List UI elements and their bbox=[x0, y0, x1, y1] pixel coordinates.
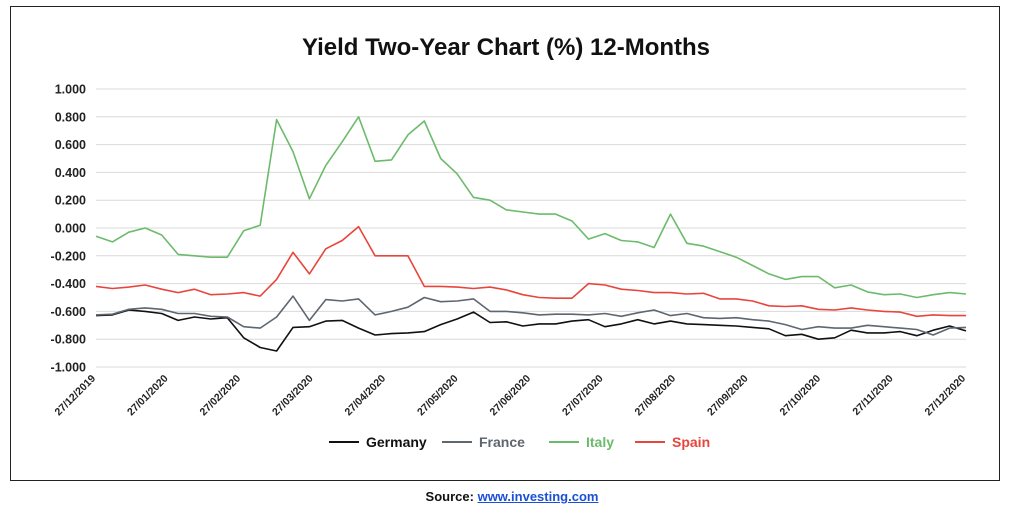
x-tick-label: 27/10/2020 bbox=[777, 373, 823, 419]
y-tick-label: 1.000 bbox=[55, 83, 86, 97]
series-line-spain bbox=[95, 225, 966, 318]
y-tick-label: -0.800 bbox=[51, 333, 86, 347]
source-link[interactable]: www.investing.com bbox=[477, 489, 599, 504]
source-line: Source: www.investing.com bbox=[0, 489, 1024, 504]
x-tick-label: 27/08/2020 bbox=[632, 373, 678, 419]
y-tick-label: 0.800 bbox=[55, 110, 86, 124]
y-tick-label: -0.400 bbox=[51, 277, 86, 291]
x-tick-label: 27/05/2020 bbox=[415, 373, 461, 419]
x-tick-label: 27/01/2020 bbox=[125, 373, 171, 419]
x-tick-label: 27/12/2019 bbox=[52, 373, 98, 419]
y-tick-label: -0.200 bbox=[51, 249, 86, 263]
legend: Germany France Italy Spain bbox=[329, 434, 710, 450]
x-tick-label: 27/03/2020 bbox=[270, 373, 316, 419]
legend-label-france: France bbox=[479, 434, 525, 450]
y-tick-label: 0.200 bbox=[55, 194, 86, 208]
y-tick-label: 0.400 bbox=[55, 166, 86, 180]
y-tick-label: -1.000 bbox=[51, 361, 86, 375]
chart-title: Yield Two-Year Chart (%) 12-Months bbox=[302, 34, 710, 61]
series-line-italy bbox=[95, 116, 967, 299]
y-tick-label: 0.000 bbox=[55, 222, 86, 236]
legend-label-italy: Italy bbox=[586, 434, 614, 450]
x-tick-label: 27/07/2020 bbox=[560, 373, 606, 419]
source-label: Source: bbox=[425, 489, 474, 504]
x-tick-label: 27/06/2020 bbox=[487, 373, 533, 419]
x-tick-label: 27/11/2020 bbox=[850, 373, 895, 418]
x-tick-label: 27/04/2020 bbox=[342, 373, 388, 419]
y-tick-label: 0.600 bbox=[55, 138, 86, 152]
x-tick-label: 27/02/2020 bbox=[197, 373, 243, 419]
series-line-germany bbox=[95, 309, 967, 352]
line-chart: Yield Two-Year Chart (%) 12-Months 1.000… bbox=[51, 34, 969, 450]
x-tick-label: 27/12/2020 bbox=[922, 373, 968, 419]
legend-label-spain: Spain bbox=[672, 434, 710, 450]
legend-label-germany: Germany bbox=[366, 434, 427, 450]
y-axis-ticks: 1.000 0.800 0.600 0.400 0.200 0.000 -0.200 -0.4… bbox=[51, 83, 87, 375]
y-tick-label: -0.600 bbox=[51, 305, 86, 319]
chart-frame: Yield Two-Year Chart (%) 12-Months 1.000… bbox=[10, 6, 1000, 481]
series-lines bbox=[95, 116, 967, 352]
series-line-france bbox=[95, 295, 967, 336]
x-tick-label: 27/09/2020 bbox=[705, 373, 751, 419]
x-axis-ticks: 27/12/2019 27/01/2020 27/02/2020 27/03/2020… bbox=[52, 373, 968, 419]
